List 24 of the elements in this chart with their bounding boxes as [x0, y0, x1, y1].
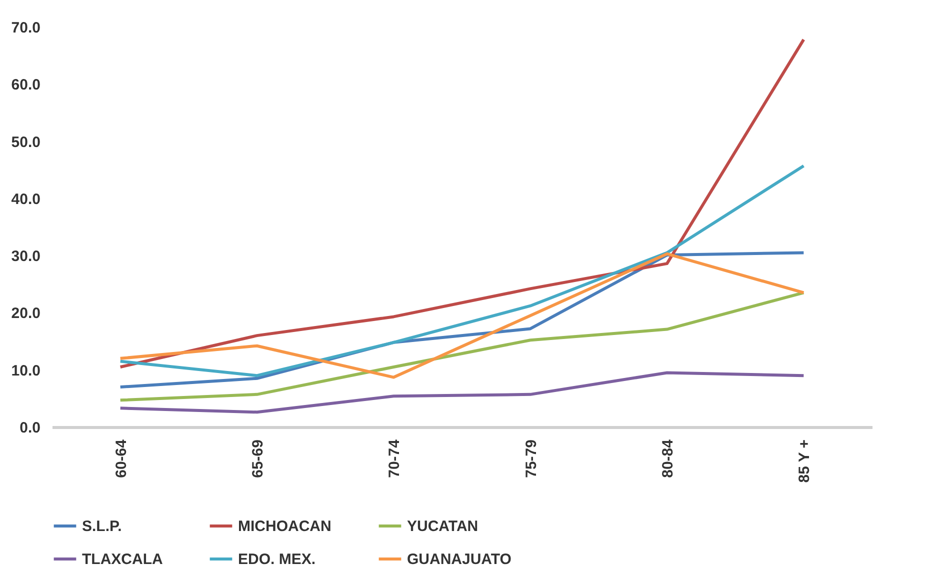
x-tick-label: 60-64 [112, 438, 130, 478]
y-tick-label: 20.0 [11, 305, 40, 322]
legend-label: GUANAJUATO [407, 551, 512, 568]
line-series [118, 291, 806, 402]
legend-label: YUCATAN [407, 518, 478, 535]
x-tick-label: 65-69 [250, 440, 266, 478]
y-tick-label: 30.0 [11, 248, 40, 266]
line-series [118, 371, 806, 414]
x-tick-label: 70-74 [386, 438, 404, 478]
x-tick-label: 75-79 [522, 440, 540, 478]
line-series [118, 164, 806, 378]
y-tick-label: 70.0 [11, 20, 40, 36]
y-tick-label: 40.0 [11, 190, 40, 208]
legend-label: EDO. MEX. [238, 551, 316, 568]
y-tick-label: 0.0 [20, 420, 40, 436]
y-tick-label: 10.0 [11, 362, 40, 380]
x-tick-label: 85 Y + [796, 439, 814, 483]
y-tick-label: 60.0 [11, 76, 40, 94]
legend-label: MICHOACAN [238, 518, 332, 535]
y-tick-label: 50.0 [11, 134, 40, 151]
x-tick-label: 80-84 [660, 438, 676, 478]
legend-label: S.L.P. [82, 518, 122, 535]
line-series [118, 38, 806, 368]
legend-label: TLAXCALA [82, 551, 163, 568]
